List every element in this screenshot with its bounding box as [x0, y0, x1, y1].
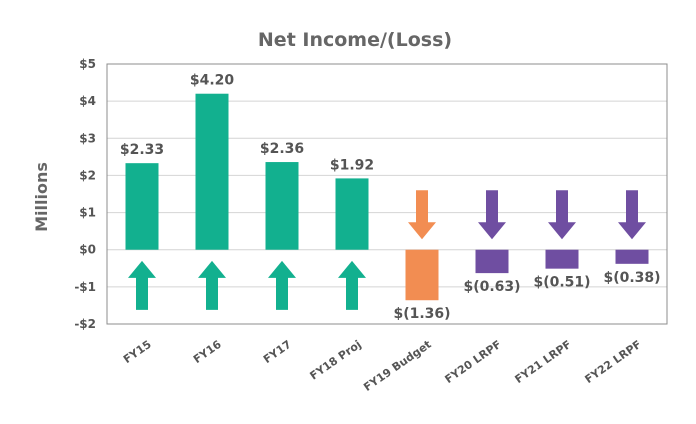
category-label: FY18 Proj: [308, 338, 364, 383]
data-label: $(1.36): [393, 306, 450, 322]
category-label: FY22 LRPF: [582, 338, 643, 386]
y-tick-label: $4: [79, 94, 96, 108]
bars: [125, 93, 649, 301]
arrow-down-icon: [478, 190, 506, 240]
y-tick-labels: $5 $4 $3 $2 $1 $0 -$1 -$2: [74, 57, 96, 331]
data-label: $(0.38): [603, 270, 660, 286]
bar: [545, 249, 579, 269]
data-labels: $2.33 $4.20 $2.36 $1.92 $(1.36) $(0.63) $(0.51…: [120, 73, 661, 323]
arrow-down-icon: [408, 190, 436, 240]
arrow-down-icon: [548, 190, 576, 240]
arrow-up-icon: [198, 260, 226, 310]
arrow-up-icon: [128, 260, 156, 310]
arrow-up-icon: [268, 260, 296, 310]
bar: [125, 163, 159, 250]
y-axis-label: Millions: [32, 162, 51, 232]
plot-frame: [106, 63, 668, 325]
category-label: FY20 LRPF: [442, 338, 503, 386]
y-tick-label: $2: [79, 168, 96, 182]
bar: [475, 249, 509, 274]
bar: [195, 93, 229, 250]
y-tick-label: $0: [79, 243, 96, 257]
y-tick-label: $5: [79, 57, 96, 71]
data-label: $(0.51): [533, 275, 590, 291]
data-label: $2.36: [260, 141, 304, 157]
y-tick-label: -$1: [74, 280, 96, 294]
category-label: FY17: [261, 338, 294, 366]
gridlines: [107, 100, 667, 288]
arrow-down-icon: [618, 190, 646, 240]
category-label: FY21 LRPF: [512, 338, 573, 386]
data-label: $4.20: [190, 73, 235, 89]
bar: [265, 162, 299, 250]
category-label: FY15: [121, 338, 154, 366]
y-tick-label: $1: [79, 206, 96, 220]
data-label: $1.92: [330, 157, 374, 173]
data-label: $(0.63): [463, 279, 520, 295]
bar: [335, 178, 369, 250]
y-tick-label: $3: [79, 131, 96, 145]
trend-arrows: [128, 190, 646, 310]
category-label: FY16: [191, 338, 224, 367]
bar: [615, 249, 649, 264]
bar: [405, 249, 439, 301]
y-tick-label: -$2: [74, 317, 96, 331]
chart-title: Net Income/(Loss): [258, 29, 452, 51]
data-label: $2.33: [120, 142, 164, 158]
arrow-up-icon: [338, 260, 366, 310]
category-label: FY19 Budget: [361, 338, 433, 394]
